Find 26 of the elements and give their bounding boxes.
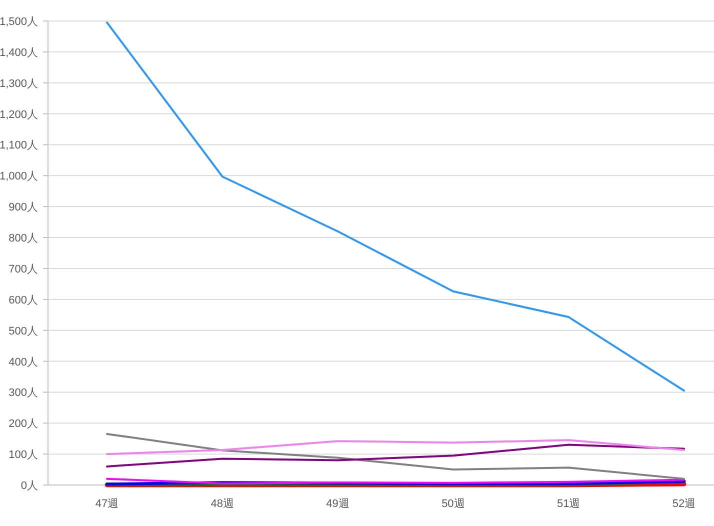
y-tick-label: 1,300人	[0, 78, 38, 90]
x-tick-label: 50週	[442, 498, 465, 510]
y-tick-label: 1,200人	[0, 108, 38, 121]
y-tick-label: 1,500人	[0, 16, 38, 28]
y-tick-label: 100人	[8, 449, 38, 462]
x-tick-label: 52週	[672, 498, 696, 510]
x-tick-label: 49週	[326, 498, 350, 510]
y-tick-label: 200人	[8, 418, 38, 430]
y-tick-label: 1,100人	[0, 140, 38, 152]
line-series	[106, 432, 685, 480]
y-tick-label: 400人	[8, 356, 38, 368]
y-tick-label: 1,400人	[0, 46, 38, 59]
line-series	[106, 22, 685, 392]
y-tick-label: 0人	[20, 480, 38, 492]
y-tick-label: 500人	[8, 325, 38, 338]
y-tick-label: 900人	[8, 202, 38, 214]
y-tick-label: 1,000人	[0, 170, 38, 183]
line-series	[106, 444, 685, 468]
x-tick-label: 48週	[210, 498, 234, 510]
y-tick-label: 800人	[8, 232, 38, 245]
x-tick-label: 47週	[95, 498, 119, 510]
y-tick-label: 600人	[8, 294, 38, 306]
y-tick-label: 300人	[8, 387, 38, 400]
y-tick-label: 700人	[8, 263, 38, 276]
x-tick-label: 51週	[556, 498, 580, 510]
line-series	[106, 439, 685, 456]
